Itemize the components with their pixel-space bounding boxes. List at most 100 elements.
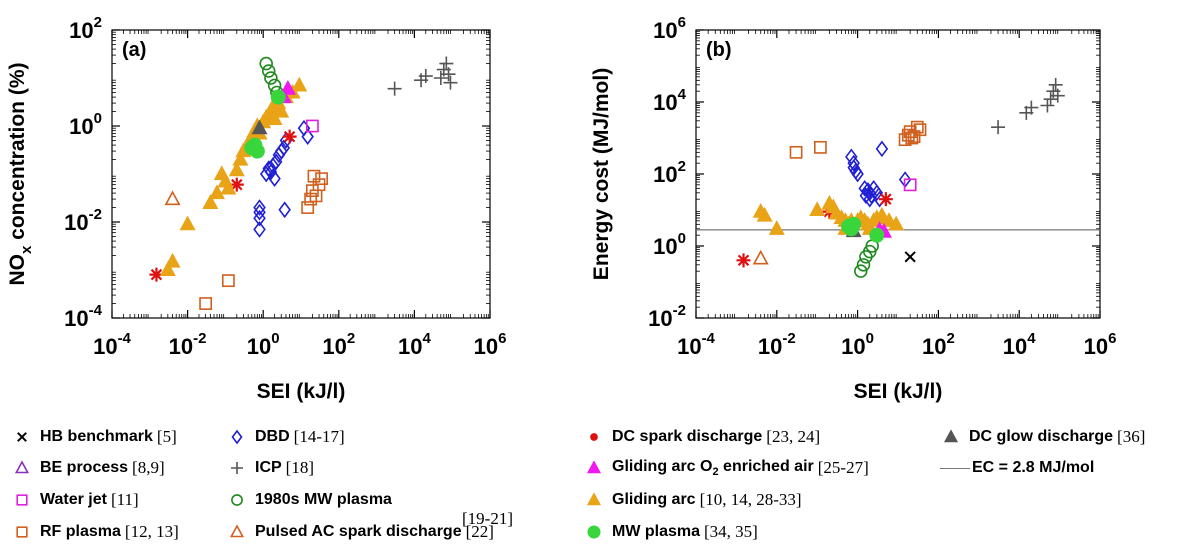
legend-dbd: DBD [14-17] — [229, 426, 345, 448]
legend-1980s-mw-ref: [19-21] — [462, 509, 513, 528]
data-point — [268, 170, 281, 187]
data-point — [266, 110, 283, 126]
x-tick-label: 10-4 — [93, 330, 131, 359]
data-point — [202, 194, 219, 209]
data-point — [253, 221, 266, 238]
data-point — [307, 169, 321, 183]
data-point — [253, 199, 266, 216]
series-hb-benchmark — [904, 251, 916, 263]
plot-area — [111, 29, 491, 319]
panel-a-nox-concentration: 10-4 10-2 100 102 104 106 10-4 10-2 100 102 (a) SEI… — [6, 14, 506, 403]
data-point — [443, 75, 458, 90]
data-marks — [696, 77, 1100, 278]
plus-marker-icon — [229, 460, 245, 476]
data-point — [418, 69, 433, 84]
open-triangle-marker-icon — [229, 524, 245, 540]
data-point — [264, 71, 278, 85]
filled-circle-marker-icon — [586, 524, 602, 540]
series-rf-plasma — [199, 169, 328, 310]
series-mw-plasma — [841, 216, 885, 243]
line-marker-icon — [940, 467, 970, 469]
x-tick-label: 100 — [247, 330, 280, 359]
y-tick-label: 10-2 — [648, 302, 686, 331]
y-tick-label: 106 — [653, 14, 686, 43]
data-point — [251, 119, 268, 135]
data-point — [1048, 77, 1063, 92]
data-point — [913, 123, 927, 137]
data-marks — [149, 56, 458, 310]
data-point — [269, 153, 283, 171]
data-point — [199, 297, 213, 310]
x-axis-label: SEI (kJ/l) — [257, 380, 346, 403]
data-point — [1024, 100, 1039, 115]
data-point — [903, 178, 917, 192]
data-point — [1050, 88, 1065, 103]
y-tick-label: 100 — [653, 230, 686, 259]
series-icp — [387, 56, 458, 96]
data-point — [261, 64, 276, 78]
legend-gliding-arc: Gliding arc [10, 14, 28-33] — [586, 489, 802, 511]
data-point — [249, 143, 265, 159]
x-tick-label: 10-2 — [758, 330, 796, 359]
legend-dc-glow: DC glow discharge [36] — [943, 426, 1145, 448]
data-point — [266, 157, 280, 174]
series-pulsed-ac-spark-discharge — [164, 190, 181, 206]
data-point — [789, 145, 803, 159]
panel-label: (b) — [706, 39, 732, 61]
data-point — [439, 56, 454, 71]
data-point — [809, 201, 826, 217]
data-point — [164, 190, 181, 206]
series-dc-glow-discharge — [251, 119, 268, 135]
data-point — [904, 251, 916, 263]
data-point — [863, 190, 877, 208]
data-point — [291, 76, 308, 92]
series-water-jet — [903, 178, 917, 192]
legend-rf-plasma: RF plasma [12, 13] — [14, 521, 179, 543]
data-point — [305, 119, 319, 133]
data-point — [1043, 92, 1058, 107]
series-dbd — [845, 140, 912, 208]
data-point — [756, 206, 773, 222]
data-point — [991, 120, 1006, 135]
data-point — [229, 177, 244, 192]
data-point — [387, 81, 402, 96]
data-point — [282, 129, 297, 144]
series-1980s-mw-plasma — [854, 239, 879, 278]
data-point — [752, 249, 769, 265]
data-point — [159, 261, 176, 277]
triangle-marker-icon — [943, 429, 959, 445]
panel-label: (a) — [122, 39, 146, 61]
diamond-marker-icon — [229, 429, 245, 445]
data-point — [315, 172, 328, 186]
data-point — [851, 165, 864, 183]
x-tick-label: 102 — [922, 330, 955, 359]
data-point — [164, 252, 181, 268]
legend-ec-line: EC = 2.8 MJ/mol — [940, 457, 1094, 479]
x-marker-icon — [14, 429, 30, 445]
data-point — [858, 179, 871, 197]
plot-area — [695, 29, 1101, 319]
triangle-marker-icon — [586, 492, 602, 508]
data-point — [179, 215, 196, 231]
x-tick-label: 106 — [474, 330, 507, 359]
data-point — [888, 215, 905, 231]
y-axis-label: NOx concentration (%) — [6, 62, 35, 285]
legend-pulsed-ac: Pulsed AC spark discharge [22] — [229, 521, 494, 543]
x-tick-label: 106 — [1084, 330, 1117, 359]
panel-b-energy-cost: 10-4 10-2 100 102 104 10610-2100102104106(b)S… — [590, 14, 1116, 403]
figure: 10-4 10-2 100 102 104 10610-410-2100102(a)SEI… — [6, 14, 1116, 403]
data-point — [270, 89, 286, 105]
data-point — [433, 71, 448, 85]
data-point — [736, 253, 751, 268]
data-point — [873, 206, 890, 222]
triangle-marker-icon — [586, 460, 602, 476]
legend-icp: ICP [18] — [229, 457, 314, 479]
data-point — [221, 274, 235, 288]
data-point — [847, 154, 860, 172]
x-tick-label: 104 — [398, 330, 431, 359]
y-tick-label: 100 — [69, 110, 102, 139]
data-point — [870, 184, 884, 202]
data-point — [228, 161, 245, 177]
y-tick-label: 10-4 — [64, 302, 102, 331]
legend-water-jet: Water jet [11] — [14, 489, 139, 511]
